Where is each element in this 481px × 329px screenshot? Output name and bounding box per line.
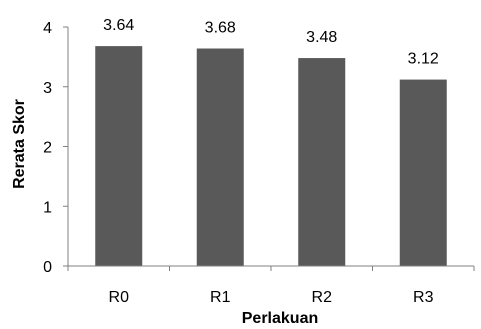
y-tick-label: 1 (43, 199, 52, 216)
bar-r0 (95, 46, 143, 267)
bar-r2 (298, 58, 346, 266)
x-axis-title: Perlakuan (242, 310, 318, 327)
x-tick-label-r0: R0 (109, 289, 130, 306)
bar-r3 (399, 79, 447, 266)
y-axis-title: Rerata Skor (11, 99, 28, 189)
data-label-r2: 3.48 (306, 29, 337, 46)
y-ticks-group: 0 1 2 3 4 (43, 20, 68, 276)
data-label-r3: 3.12 (408, 51, 439, 68)
y-tick-label: 4 (43, 20, 52, 37)
x-ticks-group: R0 R1 R2 R3 (67, 266, 475, 306)
x-tick-label-r1: R1 (210, 289, 231, 306)
x-tick-label-r3: R3 (413, 289, 434, 306)
data-labels-group: 3.64 3.68 3.48 3.12 (103, 17, 439, 67)
data-label-r1: 3.68 (205, 20, 236, 37)
data-label-r0: 3.64 (103, 17, 134, 34)
y-tick-label: 3 (43, 80, 52, 97)
x-tick-label-r2: R2 (312, 289, 333, 306)
bars-group (95, 46, 447, 267)
y-tick-label: 2 (43, 140, 52, 157)
y-tick-label: 0 (43, 259, 52, 276)
bar-r1 (196, 48, 244, 267)
